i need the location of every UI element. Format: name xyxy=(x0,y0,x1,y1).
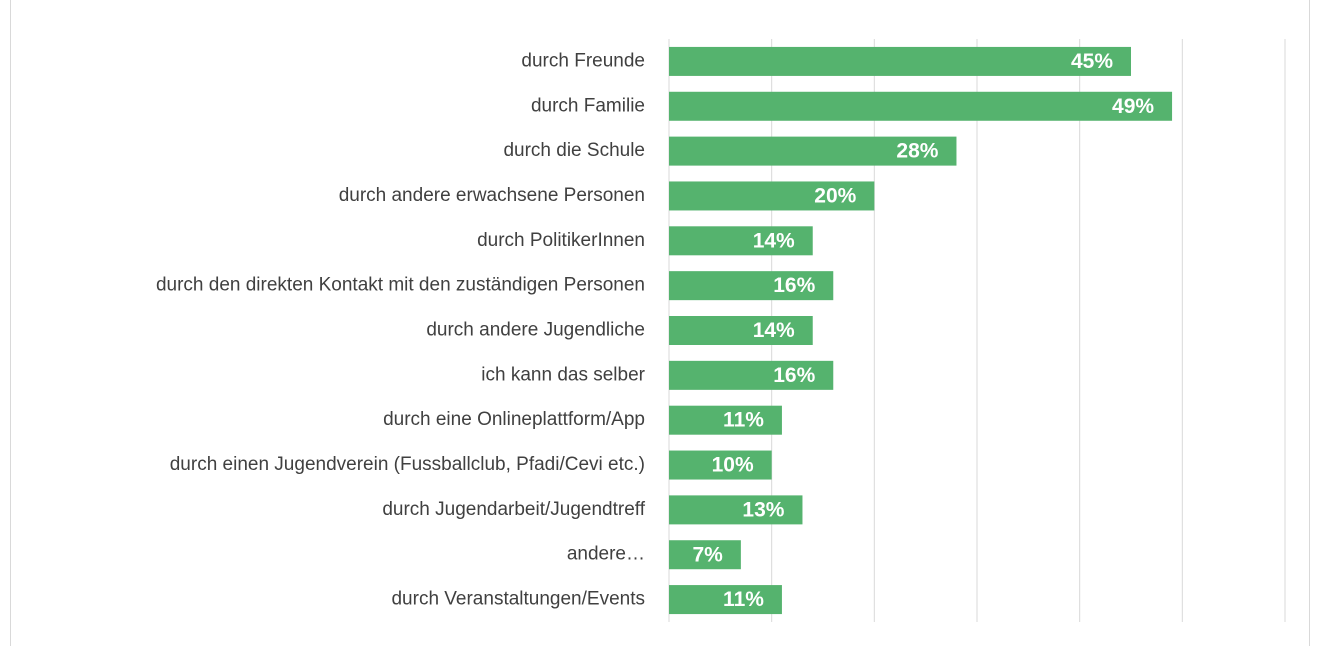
bar xyxy=(669,316,813,345)
y-tick-label: durch die Schule xyxy=(503,140,645,161)
data-label: 16% xyxy=(773,274,815,297)
y-tick-label: durch den direkten Kontakt mit den zustä… xyxy=(156,275,645,296)
y-tick-label: durch Jugendarbeit/Jugendtreff xyxy=(382,499,645,520)
bar xyxy=(669,91,1173,121)
y-tick-label: durch einen Jugendverein (Fussballclub, … xyxy=(170,454,645,475)
data-label: 7% xyxy=(693,543,724,566)
bar xyxy=(669,271,834,301)
data-label: 20% xyxy=(814,185,856,208)
bar xyxy=(669,540,741,570)
y-tick-label: durch eine Onlineplattform/App xyxy=(383,409,645,430)
bar xyxy=(669,226,813,256)
bar xyxy=(669,450,772,480)
y-tick-label: andere… xyxy=(567,544,645,565)
data-label: 10% xyxy=(712,454,754,477)
y-tick-label: durch Familie xyxy=(531,95,645,116)
chart-frame xyxy=(10,0,1310,646)
data-label: 49% xyxy=(1112,95,1154,118)
data-label: 45% xyxy=(1071,50,1113,73)
data-label: 11% xyxy=(723,409,764,432)
data-label: 16% xyxy=(773,364,815,387)
y-tick-label: durch andere Jugendliche xyxy=(426,320,645,341)
y-tick-label: ich kann das selber xyxy=(481,364,645,385)
bar xyxy=(669,405,782,435)
bar xyxy=(669,136,957,166)
bar xyxy=(669,46,1131,76)
data-label: 11% xyxy=(723,588,764,611)
bar xyxy=(669,181,875,211)
bar xyxy=(669,360,834,390)
data-label: 28% xyxy=(896,140,938,163)
y-tick-label: durch Freunde xyxy=(521,50,645,71)
data-label: 14% xyxy=(753,319,795,342)
y-tick-label: durch PolitikerInnen xyxy=(477,230,645,251)
bar xyxy=(669,585,782,615)
y-tick-label: durch Veranstaltungen/Events xyxy=(391,589,645,610)
data-label: 14% xyxy=(753,229,795,252)
data-label: 13% xyxy=(742,498,784,521)
bar xyxy=(669,495,803,525)
y-tick-label: durch andere erwachsene Personen xyxy=(339,185,645,206)
